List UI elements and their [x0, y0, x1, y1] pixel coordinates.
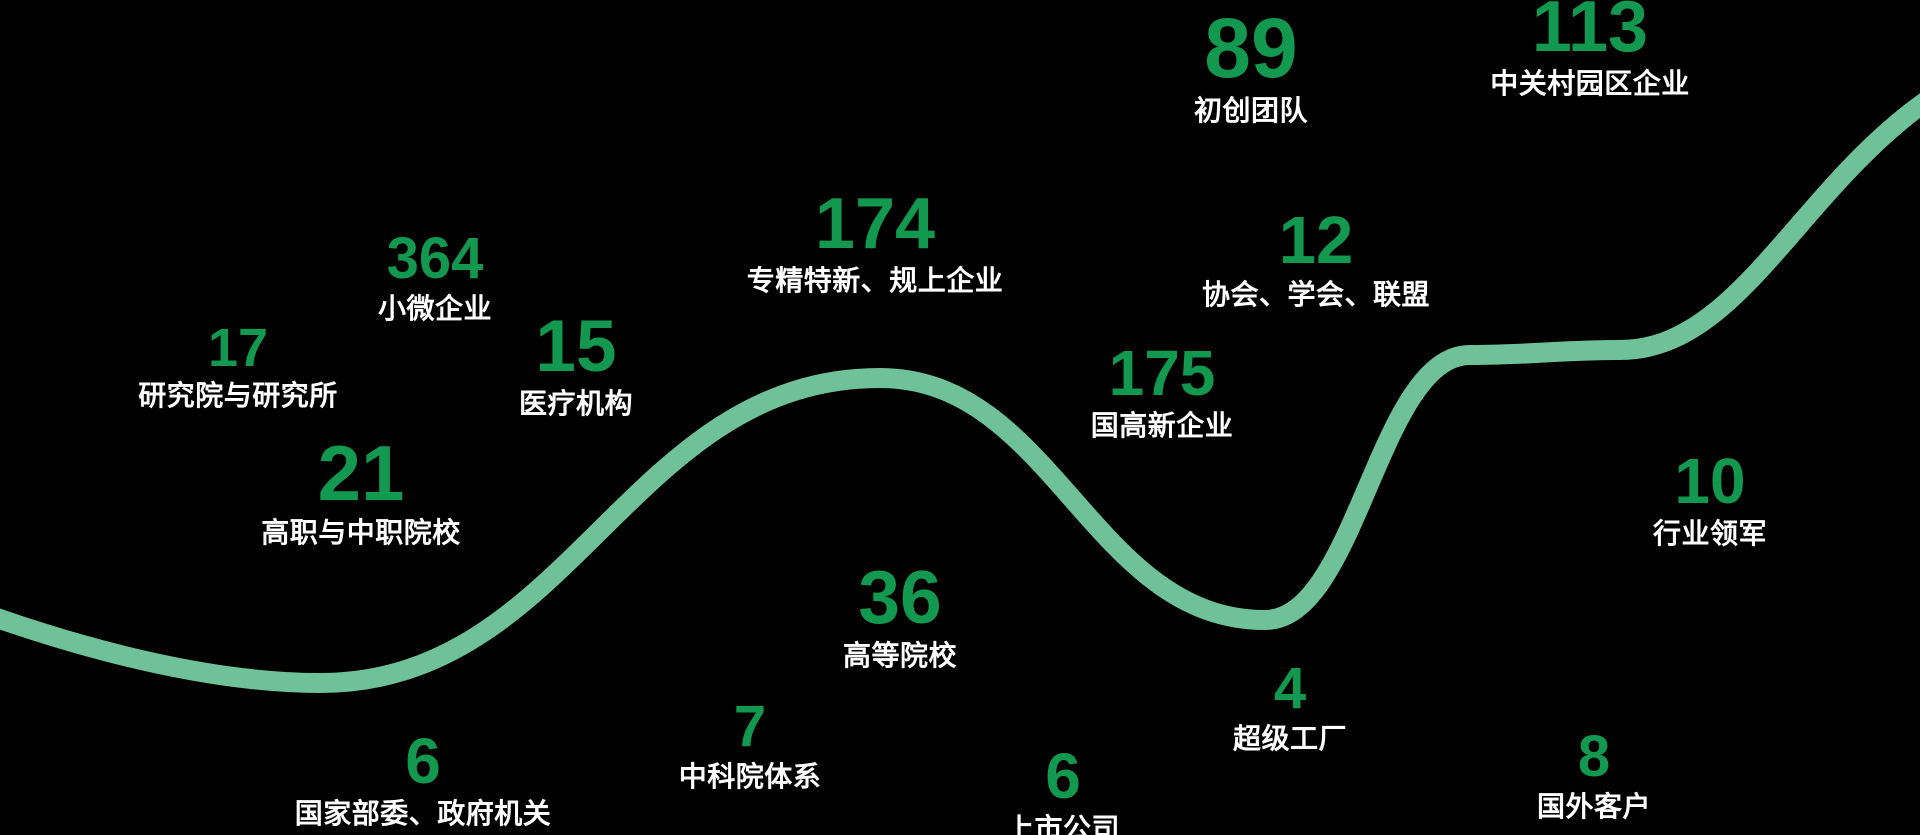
stat-item: 6 上市公司	[1006, 744, 1120, 835]
stat-label: 协会、学会、联盟	[1201, 279, 1431, 310]
stat-label: 超级工厂	[1232, 723, 1348, 754]
stat-value: 21	[317, 429, 405, 517]
stat-label: 医疗机构	[518, 388, 634, 419]
stat-item: 4 超级工厂	[1233, 660, 1347, 756]
stat-label: 中关村园区企业	[1490, 68, 1690, 99]
stat-item: 6 国家部委、政府机关	[295, 729, 552, 831]
stat-value: 7	[733, 694, 767, 759]
stat-item: 113 中关村园区企业	[1490, 0, 1690, 101]
stat-item: 7 中科院体系	[679, 698, 822, 794]
stat-value: 175	[1108, 337, 1216, 409]
stat-label: 国外客户	[1536, 791, 1652, 822]
decorative-wave-path	[0, 93, 1920, 693]
stat-item: 174 专精特新、规上企业	[747, 188, 1004, 298]
stat-label: 中科院体系	[678, 761, 822, 792]
stat-label: 专精特新、规上企业	[746, 265, 1004, 296]
stat-item: 89 初创团队	[1194, 6, 1308, 128]
stat-item: 364 小微企业	[378, 230, 492, 326]
stat-value: 36	[858, 555, 942, 639]
stat-label: 上市公司	[1005, 813, 1121, 835]
stat-value: 12	[1278, 203, 1354, 278]
stat-value: 6	[405, 725, 441, 797]
stat-label: 小微企业	[377, 293, 493, 324]
stat-value: 17	[207, 318, 269, 378]
stat-value: 364	[386, 226, 484, 291]
stat-value: 113	[1531, 0, 1649, 67]
stat-item: 36 高等院校	[843, 560, 957, 673]
stat-item: 21 高职与中职院校	[261, 434, 461, 550]
stat-label: 高等院校	[842, 640, 958, 671]
stat-value: 174	[814, 184, 936, 264]
stat-value: 15	[535, 306, 617, 387]
stat-item: 175 国高新企业	[1091, 341, 1234, 443]
stat-value: 89	[1204, 1, 1298, 95]
stat-item: 15 医疗机构	[519, 310, 633, 421]
stat-item: 12 协会、学会、联盟	[1202, 207, 1430, 312]
stat-value: 6	[1045, 740, 1081, 812]
stat-item: 10 行业领军	[1653, 449, 1767, 551]
stat-value: 8	[1577, 724, 1611, 789]
stat-item: 17 研究院与研究所	[138, 321, 338, 413]
stat-label: 国高新企业	[1090, 410, 1234, 441]
stat-value: 10	[1674, 445, 1746, 517]
stat-label: 初创团队	[1193, 95, 1309, 126]
stat-label: 高职与中职院校	[261, 517, 461, 548]
stat-value: 4	[1273, 656, 1307, 721]
stat-label: 行业领军	[1652, 518, 1768, 549]
stat-item: 8 国外客户	[1537, 728, 1651, 824]
stat-label: 研究院与研究所	[138, 380, 338, 411]
stat-label: 国家部委、政府机关	[294, 798, 552, 829]
